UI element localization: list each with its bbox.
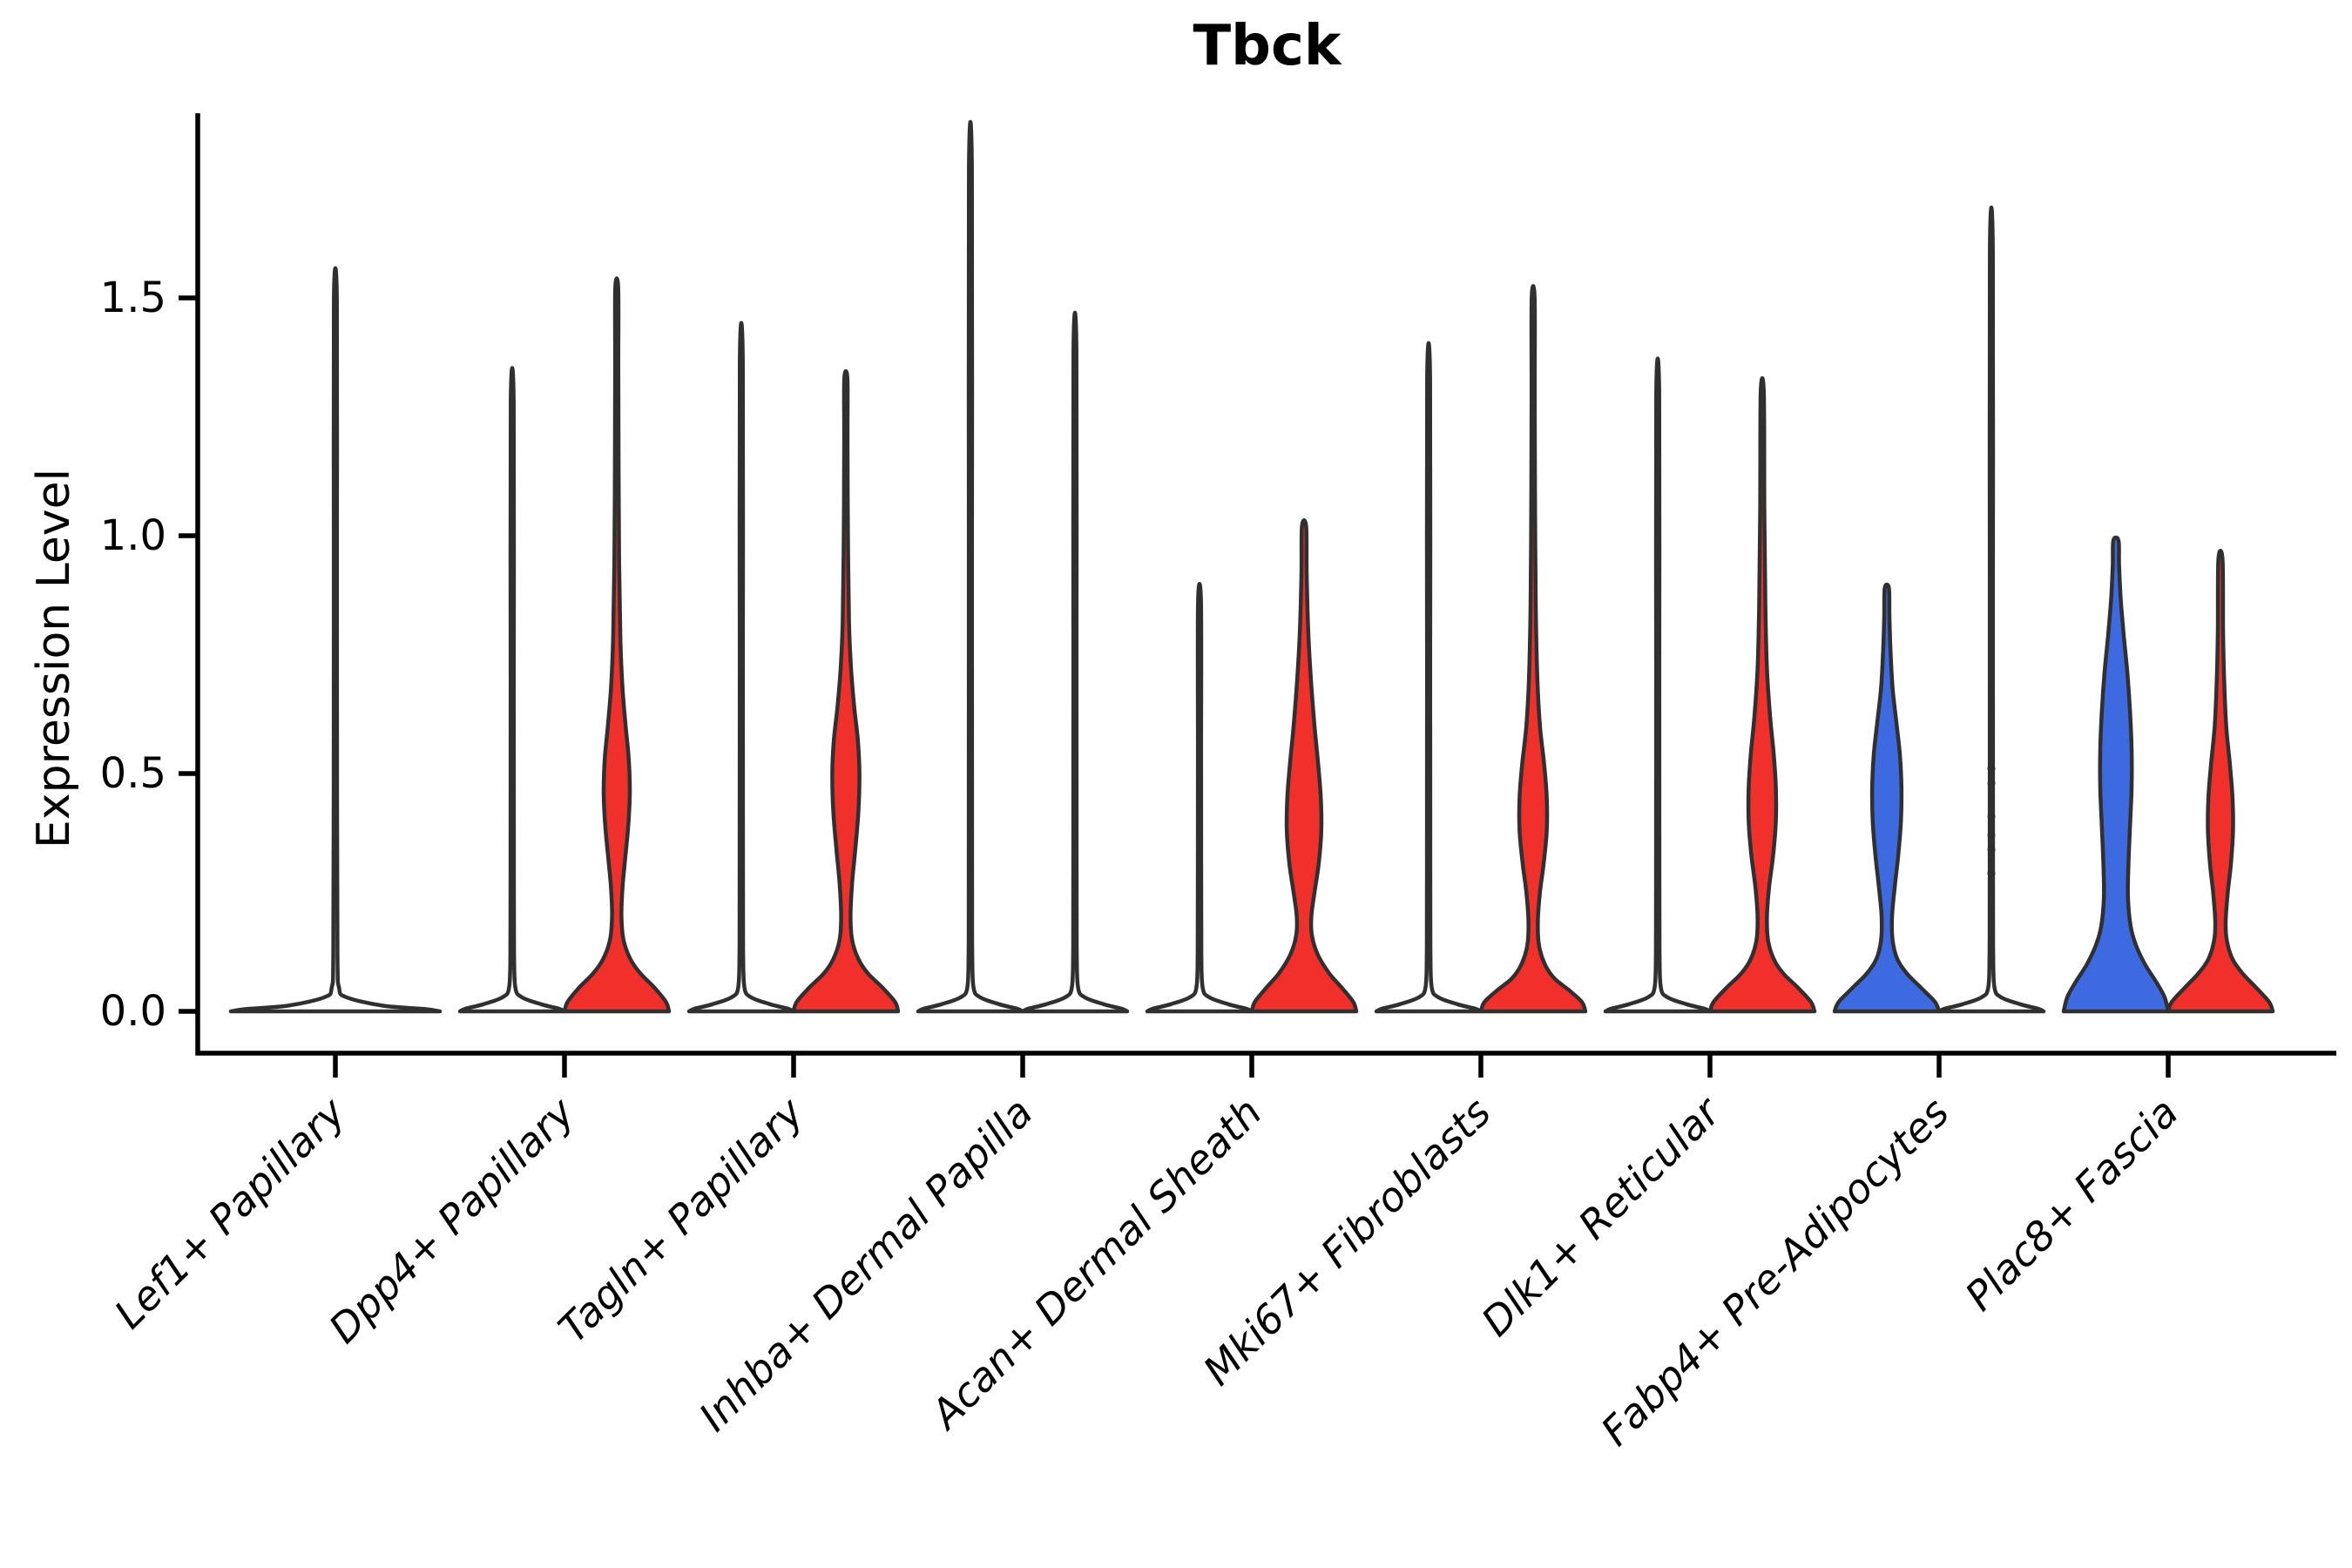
cell-point xyxy=(1196,851,1203,858)
axis-spines xyxy=(195,113,2336,1056)
violin-dlk1-right xyxy=(1707,375,1817,1014)
violin-mki67-left xyxy=(1374,341,1484,1014)
cell-point xyxy=(1196,894,1203,901)
cell-point xyxy=(332,723,339,729)
violin-acan-left xyxy=(1145,582,1254,1014)
violin-lef1-center xyxy=(228,266,443,1014)
x-tick-label: Lef1+ Papillary xyxy=(105,1088,355,1337)
x-tick-label: Dlk1+ Reticular xyxy=(1472,1086,1731,1345)
y-tick-label: 1.5 xyxy=(100,274,166,322)
y-tick-label: 1.0 xyxy=(100,511,166,560)
violin-plac8-left xyxy=(2061,535,2171,1014)
violin-acan-right xyxy=(1249,518,1359,1014)
cell-point xyxy=(1196,932,1203,938)
cell-point xyxy=(1987,831,1996,840)
violin-tagln-left xyxy=(686,321,796,1014)
violin-dpp4-right xyxy=(562,276,672,1014)
cell-point xyxy=(1987,812,1996,821)
violin-dpp4-left xyxy=(457,366,567,1014)
y-tick-label: 0.5 xyxy=(100,749,166,798)
violin-inhba-right xyxy=(1020,311,1130,1014)
cell-point xyxy=(1987,779,1996,787)
violin-tagln-right xyxy=(791,368,901,1014)
x-tick-label: Tagln+ Papillary xyxy=(549,1088,813,1352)
cell-point xyxy=(332,760,339,767)
violin-dlk1-left xyxy=(1603,356,1713,1014)
violin-fabp4-left xyxy=(1832,582,1942,1014)
x-tick-label: Plac8+ Fascia xyxy=(1956,1089,2186,1320)
cell-point xyxy=(1987,845,1996,854)
x-tick-label: Dpp4+ Papillary xyxy=(320,1088,584,1352)
violin-fabp4-right xyxy=(1936,206,2046,1014)
cell-point xyxy=(1987,765,1996,774)
violin-mki67-right xyxy=(1478,284,1588,1014)
y-tick-label: 0.0 xyxy=(100,987,166,1036)
violin-inhba-left xyxy=(916,120,1025,1014)
chart-title: Tbck xyxy=(1193,14,1342,78)
cell-point xyxy=(332,646,339,653)
cell-point xyxy=(332,685,339,691)
cell-point xyxy=(1987,869,1996,878)
violin-plac8-right xyxy=(2166,548,2275,1014)
cell-point xyxy=(332,609,339,615)
cell-point xyxy=(1196,808,1203,814)
cell-point xyxy=(1196,747,1203,753)
